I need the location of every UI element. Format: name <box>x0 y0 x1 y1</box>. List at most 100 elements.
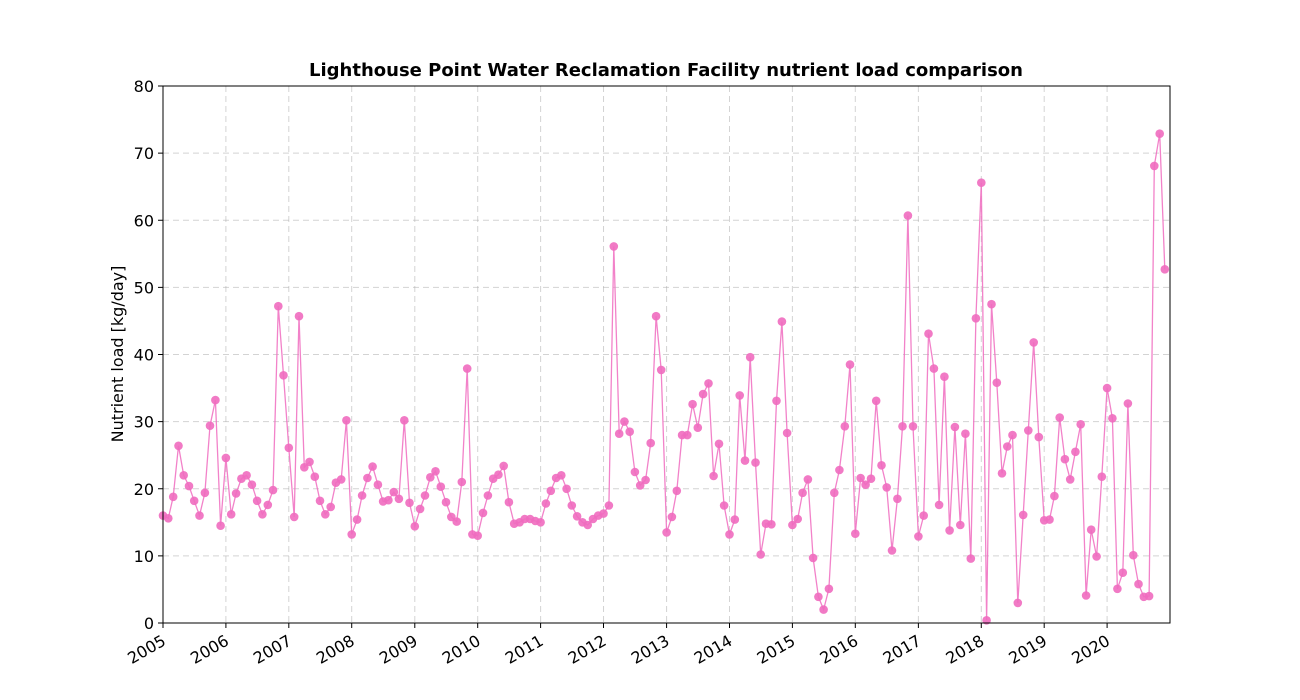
data-point <box>373 480 383 490</box>
data-point <box>604 501 614 510</box>
data-point <box>294 311 304 321</box>
data-point <box>1134 579 1143 589</box>
data-point <box>866 474 876 484</box>
data-point <box>814 592 823 602</box>
grid-lines <box>162 85 1170 624</box>
data-point <box>184 481 194 491</box>
data-point <box>352 515 362 524</box>
data-point <box>772 396 781 406</box>
data-point <box>247 480 257 490</box>
y-tick-label: 70 <box>134 144 154 163</box>
data-point <box>263 500 273 510</box>
data-point <box>1150 161 1159 171</box>
data-point <box>777 317 787 326</box>
y-tick-label: 0 <box>144 614 154 633</box>
x-tick-label: 2011 <box>502 631 547 668</box>
data-point <box>1076 420 1085 429</box>
series-line <box>162 133 1166 621</box>
data-point <box>431 467 440 476</box>
data-point <box>835 465 844 475</box>
data-point <box>400 416 409 425</box>
x-tick-label: 2020 <box>1068 631 1113 668</box>
data-point <box>651 311 661 321</box>
data-point <box>599 509 608 518</box>
data-point <box>305 457 314 467</box>
data-point <box>635 481 645 490</box>
data-point <box>179 471 188 480</box>
data-point <box>840 422 850 431</box>
data-point <box>987 299 996 309</box>
data-point <box>1160 265 1170 274</box>
data-point <box>614 429 624 439</box>
data-point <box>992 378 1002 388</box>
data-point <box>441 497 451 507</box>
chart-title: Lighthouse Point Water Reclamation Facil… <box>309 60 1023 81</box>
data-point <box>195 511 204 520</box>
data-point <box>966 554 976 563</box>
data-point <box>893 494 902 504</box>
data-point <box>536 518 545 527</box>
x-tick-label: 2012 <box>565 631 610 668</box>
data-point <box>1045 515 1054 524</box>
data-point <box>940 372 949 382</box>
data-point <box>950 422 960 432</box>
data-point <box>494 470 503 480</box>
data-point <box>462 364 472 373</box>
data-point <box>719 501 729 510</box>
data-point <box>903 211 913 220</box>
data-point <box>268 485 278 495</box>
data-point <box>956 520 965 530</box>
data-point <box>908 422 918 431</box>
data-point <box>693 423 703 433</box>
data-point <box>1060 454 1070 464</box>
data-point <box>877 461 886 470</box>
data-point <box>231 489 241 498</box>
data-point <box>1118 568 1128 577</box>
data-point <box>211 395 220 405</box>
data-point <box>914 532 923 541</box>
y-axis-ticks: 0 10 20 30 40 50 60 70 80 <box>134 77 163 633</box>
y-axis-label: Nutrient load [kg/day] <box>108 266 127 443</box>
data-point <box>557 471 566 480</box>
y-tick-label: 50 <box>134 278 154 297</box>
data-point <box>1071 447 1080 457</box>
y-tick-label: 30 <box>134 413 154 432</box>
data-point <box>389 487 399 497</box>
data-point <box>1097 472 1107 482</box>
data-point <box>656 365 666 375</box>
data-point <box>924 329 933 339</box>
data-point <box>672 486 682 496</box>
data-point <box>798 488 807 498</box>
data-point <box>504 497 514 507</box>
data-point <box>851 529 860 538</box>
data-point <box>567 501 577 510</box>
x-tick-label: 2014 <box>691 631 736 668</box>
data-point <box>336 475 346 484</box>
data-point <box>216 521 225 530</box>
data-point <box>1050 491 1059 501</box>
x-tick-label: 2006 <box>187 631 232 668</box>
x-tick-label: 2019 <box>1005 631 1050 668</box>
data-point <box>541 499 551 508</box>
data-point <box>735 391 744 400</box>
data-point <box>546 486 556 496</box>
data-point <box>856 473 865 483</box>
data-point <box>830 488 839 498</box>
data-point <box>1008 430 1017 440</box>
data-point <box>756 550 765 559</box>
data-point <box>384 495 393 505</box>
data-point <box>1092 552 1101 561</box>
data-point <box>1081 591 1091 600</box>
x-tick-label: 2017 <box>880 631 925 668</box>
data-point <box>562 484 571 494</box>
data-point <box>730 515 740 524</box>
data-point <box>861 480 870 490</box>
data-point <box>410 522 420 531</box>
data-point <box>483 491 493 500</box>
data-point <box>929 364 939 373</box>
data-point <box>1113 584 1122 594</box>
data-point <box>824 584 834 594</box>
data-point <box>740 456 750 465</box>
data-point <box>420 491 430 500</box>
data-point <box>252 496 262 506</box>
